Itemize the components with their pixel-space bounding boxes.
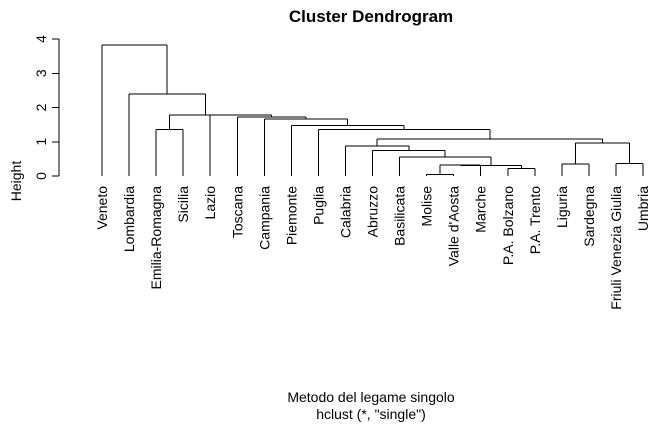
leaf-labels: Veneto Lombardia Emilia-Romagna Sicilia Lazi… xyxy=(94,186,651,310)
y-axis-label: Height xyxy=(8,161,24,202)
leaf-label: Veneto xyxy=(94,186,110,230)
y-tick-label: 0 xyxy=(33,172,49,180)
leaf-label: Puglia xyxy=(310,186,326,225)
hclust-subtitle: hclust (*, "single") xyxy=(316,406,426,422)
leaf-label: Marche xyxy=(473,186,489,233)
leaf-label: Molise xyxy=(419,186,435,227)
leaf-label: Abruzzo xyxy=(365,186,381,238)
y-tick-label: 4 xyxy=(33,35,49,43)
y-tick-label: 2 xyxy=(33,103,49,111)
leaf-label: Piemonte xyxy=(283,186,299,245)
leaf-label: Basilicata xyxy=(392,186,408,246)
leaf-label: Friuli Venezia Giulia xyxy=(608,186,624,310)
leaf-label: Campania xyxy=(256,186,272,250)
leaf-label: Lazio xyxy=(202,186,218,220)
leaf-label: Sicilia xyxy=(175,186,191,223)
leaf-label: Lombardia xyxy=(121,186,137,252)
leaf-label: Valle d'Aosta xyxy=(446,186,462,266)
leaf-label: Liguria xyxy=(554,186,570,228)
leaf-label: Calabria xyxy=(337,186,353,238)
leaf-label: P.A. Bolzano xyxy=(500,186,516,265)
y-tick-label: 1 xyxy=(33,138,49,146)
leaf-label: Emilia-Romagna xyxy=(148,186,164,290)
x-axis-label: Metodo del legame singolo xyxy=(287,389,455,405)
leaf-label: Umbria xyxy=(635,186,651,231)
y-tick-label: 3 xyxy=(33,69,49,77)
y-axis-ticks: 0 1 2 3 4 xyxy=(33,35,59,180)
chart-title: Cluster Dendrogram xyxy=(289,7,453,26)
leaf-label: Sardegna xyxy=(581,186,597,247)
leaf-label: P.A. Trento xyxy=(527,186,543,254)
leaf-label: Toscana xyxy=(229,186,245,238)
dendrogram-tree xyxy=(101,44,644,176)
